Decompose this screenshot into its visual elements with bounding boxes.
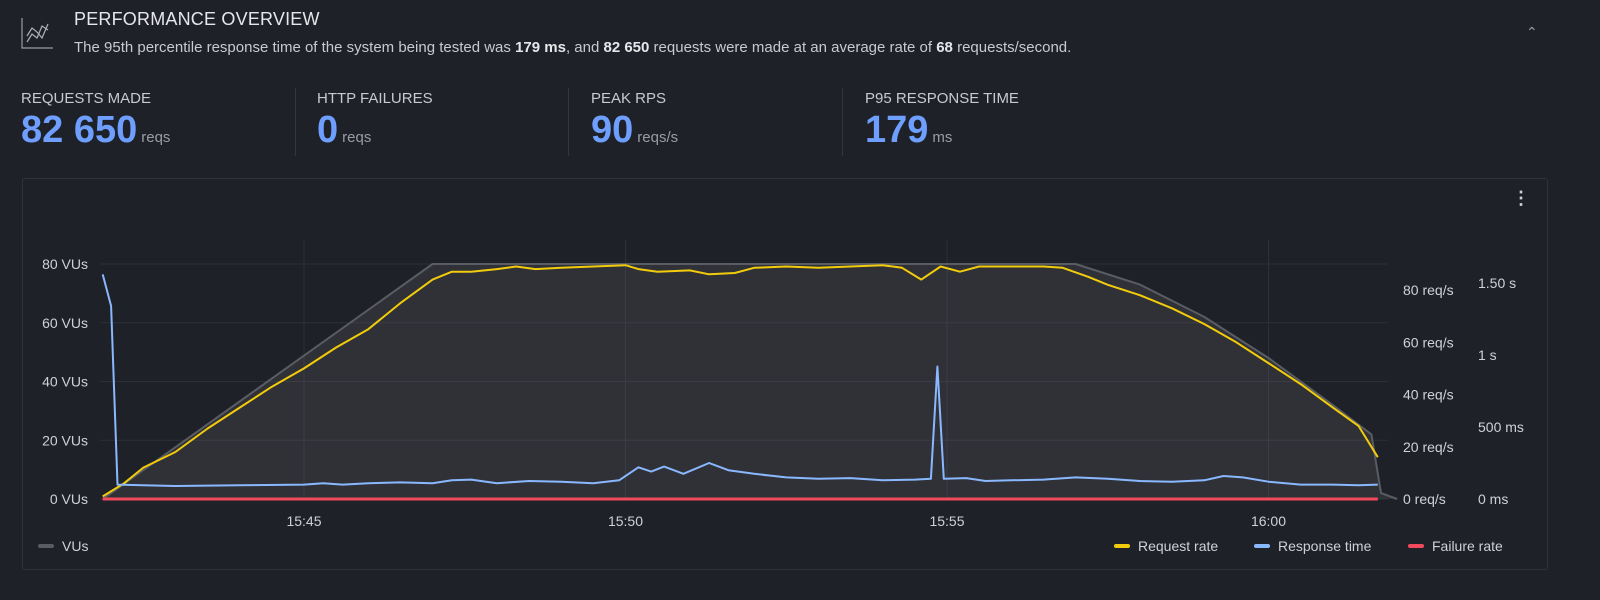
y-right-tick-label: 80 req/s bbox=[1403, 282, 1454, 298]
stat-requests-made: REQUESTS MADE 82 650 reqs bbox=[21, 90, 171, 151]
y-right-tick-label: 60 req/s bbox=[1403, 334, 1454, 350]
vus-series bbox=[102, 263, 1398, 500]
legend-label: Request rate bbox=[1138, 538, 1219, 554]
y-right-tick-label: 0 req/s bbox=[1403, 491, 1446, 507]
chart-panel bbox=[22, 178, 1548, 570]
more-options-icon[interactable]: ⋮ bbox=[1512, 188, 1530, 208]
stat-http-failures: HTTP FAILURES 0 reqs bbox=[317, 90, 433, 151]
y-left-tick-label: 60 VUs bbox=[42, 315, 88, 331]
divider bbox=[842, 88, 843, 156]
y-left-tick-label: 0 VUs bbox=[50, 491, 88, 507]
chevron-up-icon[interactable]: ⌃ bbox=[1526, 24, 1538, 40]
stat-p95-response-time: P95 RESPONSE TIME 179 ms bbox=[865, 90, 1019, 151]
legend-item-request-rate[interactable]: Request rate bbox=[1114, 538, 1218, 554]
legend-swatch bbox=[1408, 544, 1424, 548]
y-right2-tick-label: 0 ms bbox=[1478, 491, 1508, 507]
y-right2-tick-label: 1.50 s bbox=[1478, 275, 1516, 291]
y-left-tick-label: 20 VUs bbox=[42, 432, 88, 448]
legend-swatch bbox=[1254, 544, 1270, 548]
legend-label: Response time bbox=[1278, 538, 1372, 554]
legend-item-response-time[interactable]: Response time bbox=[1254, 538, 1371, 554]
summary-text: The 95th percentile response time of the… bbox=[74, 39, 1072, 56]
legend-swatch bbox=[1114, 544, 1130, 548]
request-rate-series bbox=[102, 264, 1379, 498]
legend-label: VUs bbox=[62, 538, 89, 554]
y-right-tick-label: 20 req/s bbox=[1403, 439, 1454, 455]
y-right2-tick-label: 1 s bbox=[1478, 347, 1497, 363]
y-right2-tick-label: 500 ms bbox=[1478, 419, 1524, 435]
legend-swatch bbox=[38, 544, 54, 548]
performance-chart-icon bbox=[21, 18, 53, 49]
x-tick-label: 15:55 bbox=[929, 513, 964, 529]
legend-label: Failure rate bbox=[1432, 538, 1503, 554]
stat-peak-rps: PEAK RPS 90 reqs/s bbox=[591, 90, 679, 151]
divider bbox=[295, 88, 296, 156]
x-tick-label: 15:50 bbox=[608, 513, 643, 529]
divider bbox=[568, 88, 569, 156]
legend-item-failure-rate[interactable]: Failure rate bbox=[1408, 538, 1503, 554]
x-tick-label: 15:45 bbox=[286, 513, 321, 529]
x-tick-label: 16:00 bbox=[1251, 513, 1286, 529]
y-right-tick-label: 40 req/s bbox=[1403, 387, 1454, 403]
response-time-series bbox=[101, 274, 1378, 487]
y-left-tick-label: 40 VUs bbox=[42, 374, 88, 390]
vus-area bbox=[102, 264, 1398, 499]
legend-item-vus[interactable]: VUs bbox=[38, 538, 88, 554]
page-title: PERFORMANCE OVERVIEW bbox=[74, 9, 320, 29]
y-left-tick-label: 80 VUs bbox=[42, 256, 88, 272]
